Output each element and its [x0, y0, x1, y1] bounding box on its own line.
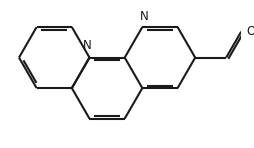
Text: N: N — [83, 39, 92, 52]
Text: N: N — [140, 10, 149, 23]
Text: O: O — [246, 25, 254, 38]
